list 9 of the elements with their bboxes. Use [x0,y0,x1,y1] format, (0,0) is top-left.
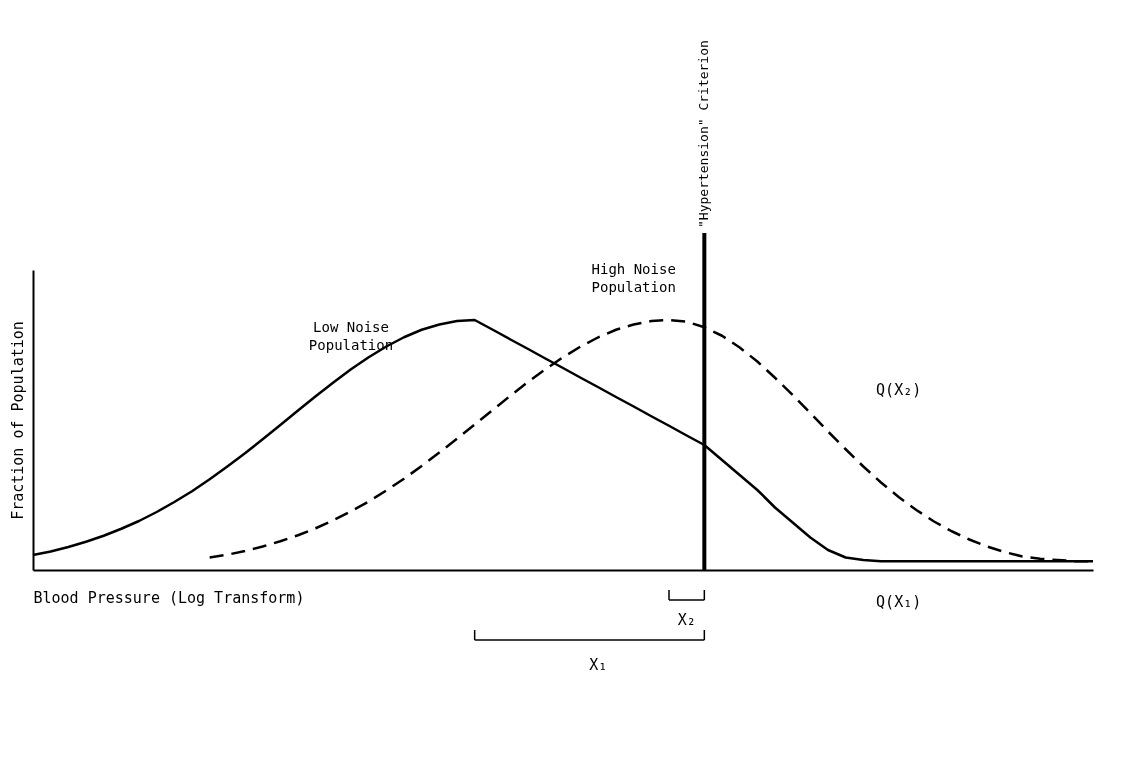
series-label: High Noise Population [591,261,676,295]
series-label: Low Noise Population [308,318,394,353]
text: Q(X₁) [876,593,922,611]
text: "Hypertension" Criterion [696,40,712,228]
annotation: Q(X₂) [876,381,922,399]
text: X₂ [677,611,696,629]
x-axis-title: Blood Pressure (Log Transform) [33,588,305,607]
y-axis-title: Fraction of Population [8,321,27,520]
text: X₁ [589,656,608,674]
